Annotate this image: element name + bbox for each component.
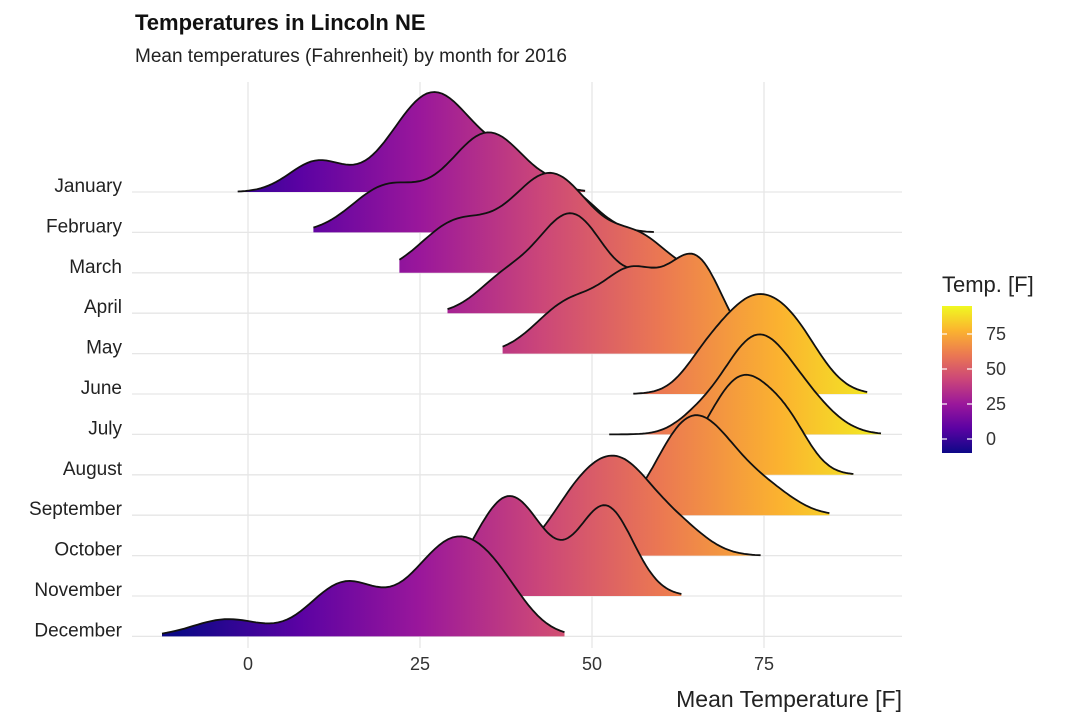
ridge-july-outline	[609, 333, 882, 436]
y-tick-label: November	[34, 580, 122, 601]
x-axis-label: Mean Temperature [F]	[676, 686, 902, 712]
ridge-february-outline	[313, 131, 654, 233]
ridge-november-outline	[453, 495, 682, 595]
legend-tick-label: 50	[986, 359, 1006, 379]
y-tick-label: September	[29, 499, 123, 520]
chart-subtitle: Mean temperatures (Fahrenheit) by month …	[135, 46, 567, 67]
ridge-may-outline	[502, 252, 731, 348]
y-tick-label: October	[54, 540, 122, 561]
y-tick-label: December	[34, 620, 122, 641]
y-tick-label: May	[86, 338, 122, 359]
y-tick-label: February	[46, 216, 123, 237]
y-tick-label: April	[84, 297, 122, 318]
ridge-december-area	[162, 536, 565, 637]
y-tick-label: June	[81, 378, 122, 399]
y-tick-label: March	[69, 257, 122, 278]
ridge-december-outline	[161, 535, 565, 635]
ridge-june-outline	[633, 293, 868, 395]
legend-colorbar	[942, 306, 972, 453]
ridge-august-outline	[694, 373, 854, 475]
legend-tick-label: 75	[986, 324, 1006, 344]
y-axis: January February March April May June July Augu…	[29, 176, 123, 641]
ridge-march-area	[399, 172, 689, 273]
y-tick-label: July	[88, 418, 122, 439]
ridge-november-area	[454, 496, 682, 596]
legend: Temp. [F] 0 25 50 75	[942, 272, 1034, 453]
x-axis: 0 25 50 75	[243, 654, 774, 674]
legend-tick-label: 25	[986, 394, 1006, 414]
y-tick-label: August	[63, 459, 123, 480]
ridge-october-outline	[515, 454, 761, 557]
ridge-may-area	[502, 253, 730, 354]
legend-tick-label: 0	[986, 429, 996, 449]
y-tick-label: January	[54, 176, 122, 197]
legend-title: Temp. [F]	[942, 272, 1034, 297]
x-tick-label: 0	[243, 654, 253, 674]
ridge-march-outline	[398, 171, 689, 267]
chart-title: Temperatures in Lincoln NE	[135, 10, 426, 35]
x-tick-label: 75	[754, 654, 774, 674]
x-tick-label: 50	[582, 654, 602, 674]
ridges	[161, 91, 882, 637]
x-tick-label: 25	[410, 654, 430, 674]
